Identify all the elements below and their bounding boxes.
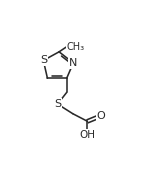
Text: S: S: [40, 55, 47, 65]
Text: OH: OH: [79, 130, 95, 140]
Text: O: O: [97, 111, 106, 121]
Text: CH₃: CH₃: [67, 42, 85, 52]
Text: N: N: [69, 58, 77, 68]
Text: S: S: [54, 99, 61, 109]
